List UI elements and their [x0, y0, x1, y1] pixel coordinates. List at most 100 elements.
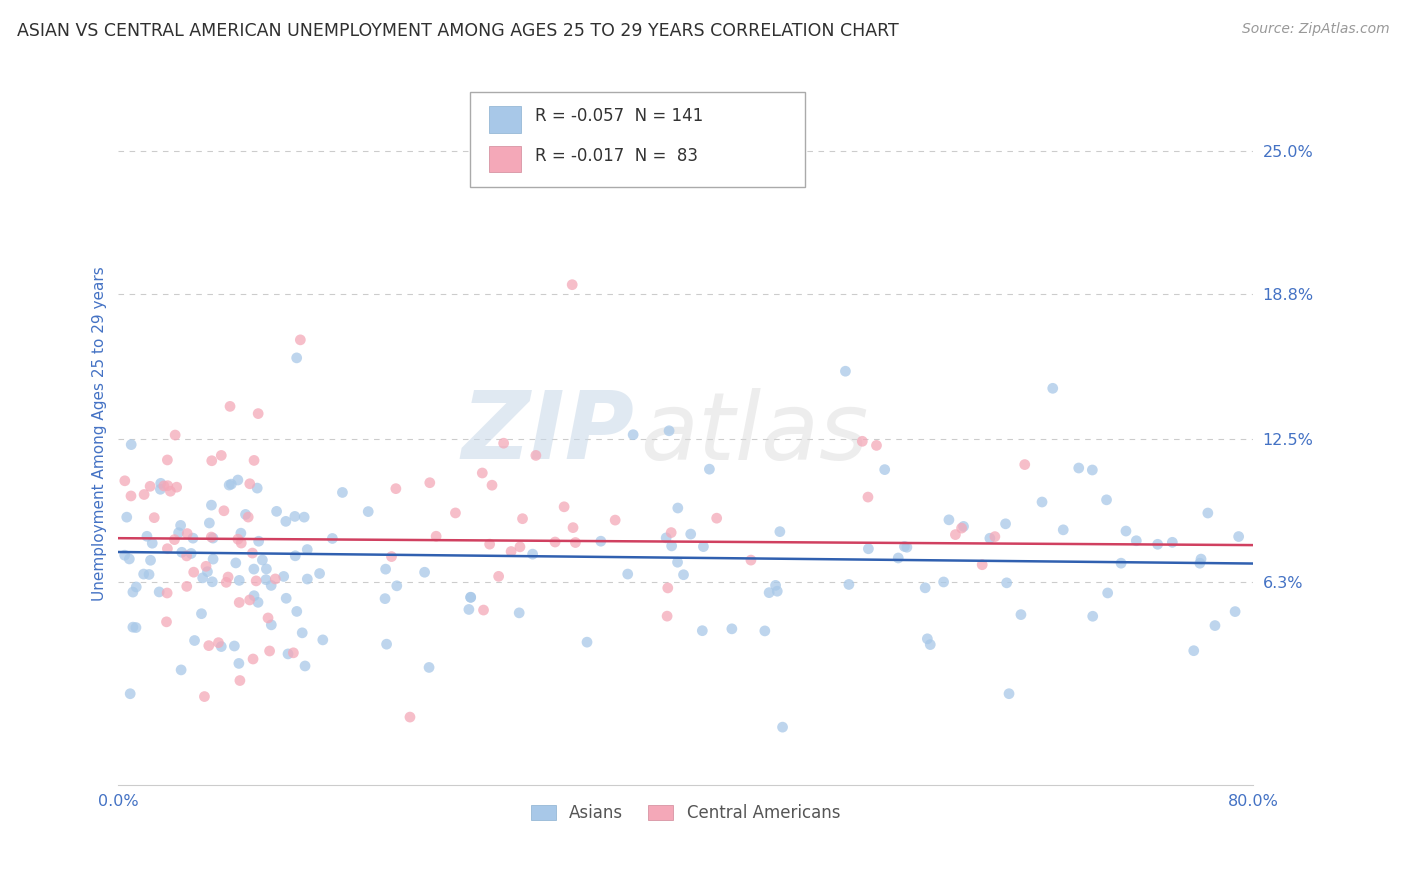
- Point: [159, 484, 181, 499]
- Point: [274, 514, 297, 528]
- Point: [332, 485, 354, 500]
- Point: [488, 569, 510, 583]
- Point: [385, 482, 408, 496]
- Point: [141, 536, 163, 550]
- Point: [247, 534, 270, 549]
- Point: [200, 530, 222, 544]
- Point: [385, 579, 408, 593]
- Point: [998, 687, 1021, 701]
- Point: [706, 511, 728, 525]
- Point: [209, 449, 232, 463]
- Point: [893, 540, 915, 554]
- Point: [873, 462, 896, 476]
- Point: [413, 566, 436, 580]
- Point: [246, 481, 269, 495]
- Point: [865, 438, 887, 452]
- Point: [657, 581, 679, 595]
- Point: [766, 584, 789, 599]
- Point: [419, 475, 441, 490]
- Point: [564, 535, 586, 549]
- Point: [692, 624, 714, 638]
- Point: [1109, 556, 1132, 570]
- Point: [1067, 461, 1090, 475]
- Point: [1115, 524, 1137, 538]
- Point: [163, 533, 186, 547]
- Point: [920, 638, 942, 652]
- Point: [284, 549, 307, 563]
- Point: [170, 663, 193, 677]
- Point: [945, 527, 967, 541]
- Point: [201, 574, 224, 589]
- Point: [374, 562, 396, 576]
- Point: [759, 155, 782, 169]
- Point: [209, 640, 232, 654]
- Point: [754, 624, 776, 638]
- Point: [114, 548, 136, 562]
- Point: [1188, 556, 1211, 570]
- Point: [260, 618, 283, 632]
- Point: [143, 510, 166, 524]
- Point: [291, 625, 314, 640]
- Point: [169, 518, 191, 533]
- Point: [1223, 605, 1246, 619]
- Point: [229, 673, 252, 688]
- Point: [425, 529, 447, 543]
- Point: [1081, 609, 1104, 624]
- Text: ASIAN VS CENTRAL AMERICAN UNEMPLOYMENT AMONG AGES 25 TO 29 YEARS CORRELATION CHA: ASIAN VS CENTRAL AMERICAN UNEMPLOYMENT A…: [17, 22, 898, 40]
- Point: [276, 591, 298, 606]
- Point: [156, 453, 179, 467]
- Point: [176, 579, 198, 593]
- Legend: Asians, Central Americans: Asians, Central Americans: [524, 797, 846, 830]
- FancyBboxPatch shape: [470, 93, 804, 187]
- Point: [562, 521, 585, 535]
- Point: [952, 519, 974, 533]
- Point: [492, 436, 515, 450]
- Point: [1204, 618, 1226, 632]
- Point: [994, 516, 1017, 531]
- Point: [254, 562, 277, 576]
- Point: [156, 586, 179, 600]
- Point: [769, 524, 792, 539]
- Point: [457, 602, 479, 616]
- Point: [858, 541, 880, 556]
- Point: [191, 571, 214, 585]
- Point: [938, 513, 960, 527]
- Point: [524, 449, 547, 463]
- Point: [772, 720, 794, 734]
- Point: [699, 462, 721, 476]
- Point: [115, 510, 138, 524]
- Point: [176, 549, 198, 563]
- Point: [228, 595, 250, 609]
- Point: [212, 504, 235, 518]
- Point: [460, 591, 482, 605]
- Point: [655, 531, 678, 545]
- Point: [114, 474, 136, 488]
- Point: [139, 553, 162, 567]
- Point: [239, 593, 262, 607]
- Point: [374, 591, 396, 606]
- Point: [1125, 533, 1147, 548]
- Point: [1182, 643, 1205, 657]
- Point: [226, 473, 249, 487]
- Point: [273, 569, 295, 583]
- Point: [148, 585, 170, 599]
- Point: [181, 531, 204, 545]
- Point: [605, 513, 627, 527]
- Point: [1189, 552, 1212, 566]
- Point: [1197, 506, 1219, 520]
- Point: [914, 581, 936, 595]
- Point: [122, 585, 145, 599]
- Point: [284, 509, 307, 524]
- Point: [508, 606, 530, 620]
- Point: [589, 534, 612, 549]
- Point: [380, 549, 402, 564]
- Point: [120, 437, 142, 451]
- Point: [501, 544, 523, 558]
- Point: [120, 687, 142, 701]
- Point: [231, 536, 253, 550]
- Text: R = -0.057  N = 141: R = -0.057 N = 141: [534, 107, 703, 125]
- Point: [1052, 523, 1074, 537]
- Point: [444, 506, 467, 520]
- Point: [224, 639, 246, 653]
- Text: Source: ZipAtlas.com: Source: ZipAtlas.com: [1241, 22, 1389, 37]
